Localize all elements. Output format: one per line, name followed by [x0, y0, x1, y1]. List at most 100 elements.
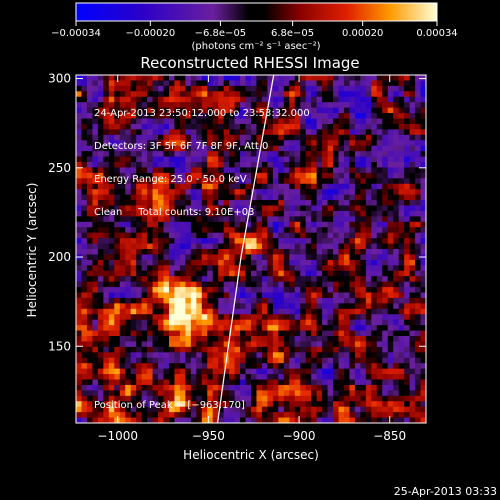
heatmap-cell	[354, 412, 361, 419]
heatmap-cell	[382, 200, 389, 207]
heatmap-cell	[147, 384, 154, 391]
heatmap-cell	[218, 308, 225, 315]
heatmap-cell	[158, 401, 165, 408]
heatmap-cell	[207, 118, 214, 125]
heatmap-cell	[256, 368, 263, 375]
heatmap-cell	[212, 102, 219, 109]
heatmap-cell	[338, 107, 345, 114]
heatmap-cell	[136, 292, 143, 299]
heatmap-cell	[261, 259, 269, 266]
heatmap-cell	[387, 368, 394, 375]
heatmap-cell	[311, 346, 318, 353]
heatmap-cell	[234, 200, 241, 207]
heatmap-cell	[371, 401, 378, 408]
heatmap-cell	[371, 75, 378, 82]
heatmap-cell	[333, 134, 340, 141]
heatmap-cell	[343, 113, 351, 120]
heatmap-cell	[322, 200, 329, 207]
heatmap-cell	[261, 210, 269, 217]
chart-title: Reconstructed RHESSI Image	[140, 54, 359, 72]
heatmap-cell	[92, 162, 99, 169]
heatmap-cell	[382, 319, 389, 326]
heatmap-cell	[223, 292, 230, 299]
heatmap-cell	[316, 319, 323, 326]
heatmap-cell	[398, 189, 405, 196]
heatmap-cell	[218, 80, 225, 87]
heatmap-cell	[382, 412, 389, 419]
heatmap-cell	[349, 303, 356, 310]
heatmap-cell	[158, 259, 165, 266]
heatmap-cell	[92, 308, 99, 315]
heatmap-cell	[196, 118, 203, 125]
heatmap-cell	[420, 259, 426, 266]
colorbar-tick-label: 6.8e−05	[271, 28, 314, 39]
heatmap-cell	[305, 270, 312, 277]
heatmap-cell	[398, 254, 405, 261]
heatmap-cell	[141, 85, 148, 92]
heatmap-cell	[272, 238, 279, 245]
heatmap-cell	[327, 151, 334, 158]
heatmap-cell	[283, 406, 290, 413]
heatmap-cell	[338, 145, 345, 152]
heatmap-cell	[212, 297, 219, 304]
heatmap-cell	[212, 183, 219, 190]
heatmap-cell	[76, 156, 83, 163]
heatmap-cell	[261, 412, 269, 419]
heatmap-cell	[376, 341, 383, 348]
heatmap-cell	[316, 287, 323, 294]
heatmap-cell	[229, 357, 236, 364]
heatmap-cell	[136, 374, 143, 381]
heatmap-cell	[305, 232, 312, 239]
heatmap-cell	[229, 390, 236, 397]
heatmap-cell	[322, 417, 329, 423]
heatmap-cell	[398, 314, 405, 321]
heatmap-cell	[382, 265, 389, 272]
heatmap-cell	[212, 216, 219, 223]
heatmap-cell	[256, 401, 263, 408]
heatmap-cell	[354, 292, 361, 299]
heatmap-cell	[278, 113, 285, 120]
heatmap-cell	[76, 412, 83, 419]
heatmap-cell	[261, 189, 269, 196]
heatmap-cell	[343, 210, 351, 217]
heatmap-cell	[272, 390, 279, 397]
heatmap-cell	[158, 172, 165, 179]
heatmap-cell	[338, 341, 345, 348]
heatmap-cell	[136, 221, 143, 228]
heatmap-cell	[240, 259, 247, 266]
heatmap-cell	[212, 75, 219, 82]
heatmap-cell	[223, 178, 230, 185]
heatmap-cell	[387, 297, 394, 304]
heatmap-cell	[256, 140, 263, 147]
heatmap-cell	[212, 129, 219, 136]
heatmap-cell	[212, 172, 219, 179]
heatmap-cell	[256, 352, 263, 359]
heatmap-cell	[316, 374, 323, 381]
heatmap-cell	[376, 368, 383, 375]
heatmap-cell	[360, 297, 367, 304]
heatmap-cell	[300, 80, 307, 87]
heatmap-cell	[92, 363, 99, 370]
heatmap-cell	[322, 325, 329, 332]
heatmap-cell	[387, 357, 394, 364]
heatmap-cell	[354, 221, 361, 228]
heatmap-cell	[141, 232, 148, 239]
heatmap-cell	[92, 292, 99, 299]
heatmap-cell	[360, 341, 367, 348]
heatmap-cell	[196, 85, 203, 92]
heatmap-cell	[218, 357, 225, 364]
heatmap-cell	[415, 96, 422, 103]
heatmap-cell	[289, 167, 296, 174]
heatmap-cell	[393, 341, 400, 348]
heatmap-cell	[316, 259, 323, 266]
heatmap-cell	[316, 406, 323, 413]
heatmap-cell	[305, 156, 312, 163]
heatmap-cell	[108, 330, 115, 337]
heatmap-cell	[240, 151, 247, 158]
heatmap-cell	[190, 341, 197, 348]
heatmap-cell	[354, 401, 361, 408]
heatmap-cell	[398, 357, 405, 364]
heatmap-cell	[316, 118, 323, 125]
heatmap-cell	[168, 292, 176, 299]
